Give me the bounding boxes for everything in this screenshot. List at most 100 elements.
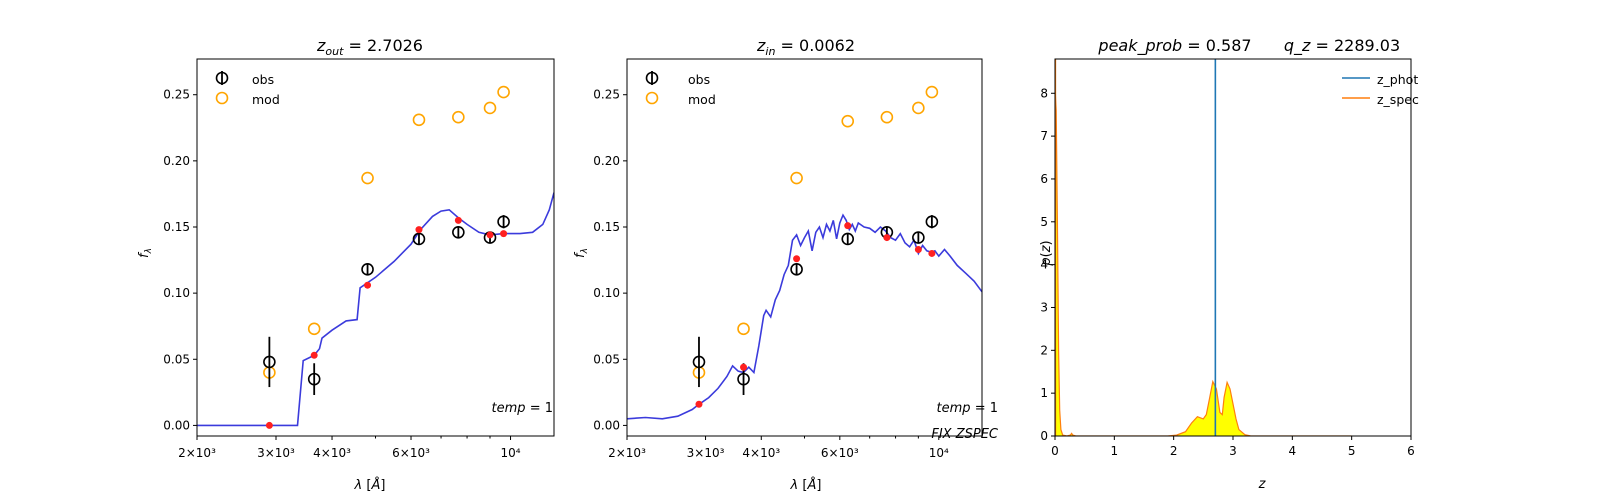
model-flux-point-0	[265, 421, 273, 429]
plot-area: 0.00 0.05 0.10 0.15 0.20 0.25 2×10³ 3×10³ 4×10³ 6…	[163, 58, 555, 460]
mod-point-3	[841, 114, 855, 128]
legend-label-obs: obs	[252, 72, 274, 87]
x-tick-label-0: 2×10³	[178, 446, 216, 460]
y-tick-label-1: 0.05	[163, 352, 190, 366]
pz-curve	[1055, 59, 1352, 436]
y-tick-label-0: 0	[1040, 429, 1048, 443]
model-flux-point-6	[928, 249, 936, 257]
legend-label-z-phot: z_phot	[1377, 72, 1418, 87]
axes-frame	[196, 58, 555, 437]
x-tick-label-1: 1	[1111, 444, 1119, 458]
model-flux-point-5	[914, 245, 922, 253]
model-flux-point-0	[695, 400, 703, 408]
x-tick-label-0: 2×10³	[608, 446, 646, 460]
obs-point-0	[692, 355, 706, 369]
panel-z-out: zout = 2.7026 0.00 0.05 0.10 0.15 0.20 0.25 2×…	[137, 36, 555, 493]
y-tick-label-5: 0.25	[593, 88, 620, 102]
model-flux-point-5	[486, 231, 494, 239]
y-axis-label: fλ	[137, 248, 154, 258]
mod-point-1	[737, 322, 750, 336]
x-tick-label-4: 4	[1289, 444, 1297, 458]
y-tick-label-4: 0.20	[593, 154, 620, 168]
y-tick-label-2: 0.10	[593, 286, 620, 300]
x-tick-label-2: 4×10³	[742, 446, 780, 460]
y-tick-label-3: 3	[1040, 300, 1048, 314]
mod-point-1	[307, 322, 321, 336]
mod-point-3	[412, 113, 426, 127]
x-tick-label-4: 10⁴	[500, 446, 520, 460]
y-tick-label-4: 0.20	[163, 154, 190, 168]
y-axis-label: fλ	[573, 248, 590, 258]
y-tick-label-1: 1	[1040, 386, 1048, 400]
obs-point-0	[263, 355, 276, 369]
legend-marker-obs	[645, 71, 659, 85]
mod-point-2	[790, 171, 803, 185]
y-tick-label-3: 0.15	[163, 220, 190, 234]
panel-subtitle-qz: q_z = 2289.03	[1284, 36, 1400, 56]
model-flux-point-4	[454, 216, 462, 224]
axes-frame	[626, 58, 983, 437]
x-tick-label-4: 10⁴	[929, 446, 949, 460]
mod-point-5	[483, 101, 497, 115]
annotation-temp: temp = 1	[492, 401, 553, 416]
annotation-temp: temp = 1	[937, 401, 998, 416]
y-tick-label-7: 7	[1040, 129, 1048, 143]
y-tick-label-2: 2	[1040, 343, 1048, 357]
panel-z-in: zin = 0.0062 0.00 0.05 0.10 0.15 0.20 0.25 2×1…	[573, 36, 999, 493]
panel-title-peak-prob: peak_prob = 0.587	[1097, 36, 1251, 56]
plot-area: 0 1 2 3 4 5 6 7 8 0 1 2 3 4 5 6	[1040, 58, 1415, 458]
panel-title-z-in: zin = 0.0062	[756, 36, 855, 58]
axes-frame	[1054, 58, 1412, 437]
x-tick-label-6: 6	[1407, 444, 1415, 458]
y-tick-label-6: 6	[1040, 172, 1048, 186]
model-flux-point-3	[415, 226, 423, 234]
mod-point-4	[880, 110, 894, 124]
mod-point-2	[361, 171, 374, 185]
y-tick-label-0: 0.00	[593, 418, 620, 432]
legend-marker-mod	[215, 91, 229, 105]
x-tick-label-3: 6×10³	[392, 446, 430, 460]
pz-fill	[1055, 59, 1352, 436]
x-tick-label-5: 5	[1348, 444, 1356, 458]
obs-point-2	[790, 263, 803, 276]
y-tick-label-0: 0.00	[163, 418, 190, 432]
y-tick-label-2: 0.10	[163, 286, 190, 300]
y-tick-label-8: 8	[1040, 86, 1048, 100]
mod-point-6	[497, 85, 510, 99]
legend-label-mod: mod	[252, 92, 280, 107]
model-flux-point-6	[500, 230, 508, 238]
x-tick-label-2: 4×10³	[313, 446, 351, 460]
model-flux-point-2	[793, 255, 801, 263]
mod-point-6	[925, 85, 939, 99]
mod-point-4	[452, 110, 465, 124]
y-tick-label-1: 0.05	[593, 352, 620, 366]
obs-point-1	[307, 372, 321, 386]
x-axis-label: λ [Å]	[354, 477, 386, 493]
legend: z_phot z_spec	[1342, 72, 1419, 107]
x-tick-label-3: 3	[1229, 444, 1237, 458]
y-tick-label-4: 4	[1040, 258, 1048, 272]
obs-point-1	[737, 372, 750, 386]
model-flux-point-1	[310, 351, 318, 359]
x-tick-label-1: 3×10³	[687, 446, 725, 460]
legend: obs mod	[645, 71, 716, 107]
y-tick-label-5: 0.25	[163, 88, 190, 102]
mod-point-5	[912, 101, 925, 115]
sed-model-line	[197, 192, 554, 427]
panel-title-z-out: zout = 2.7026	[316, 36, 423, 58]
x-axis-label: z	[1258, 477, 1267, 492]
legend-label-z-spec: z_spec	[1377, 92, 1419, 107]
model-flux-point-2	[364, 281, 372, 289]
plot-area: 0.00 0.05 0.10 0.15 0.20 0.25 2×10³ 3×10³ 4×10³ 6…	[593, 58, 983, 460]
model-flux-point-1	[740, 363, 748, 371]
obs-point-3	[841, 232, 855, 246]
obs-point-4	[452, 225, 465, 239]
y-axis-label: p(z)	[1039, 240, 1054, 266]
y-tick-label-3: 0.15	[593, 220, 620, 234]
obs-point-5	[912, 231, 925, 244]
legend-label-obs: obs	[688, 72, 710, 87]
y-tick-label-5: 5	[1040, 215, 1048, 229]
obs-point-3	[412, 232, 426, 246]
model-flux-point-3	[844, 222, 852, 230]
